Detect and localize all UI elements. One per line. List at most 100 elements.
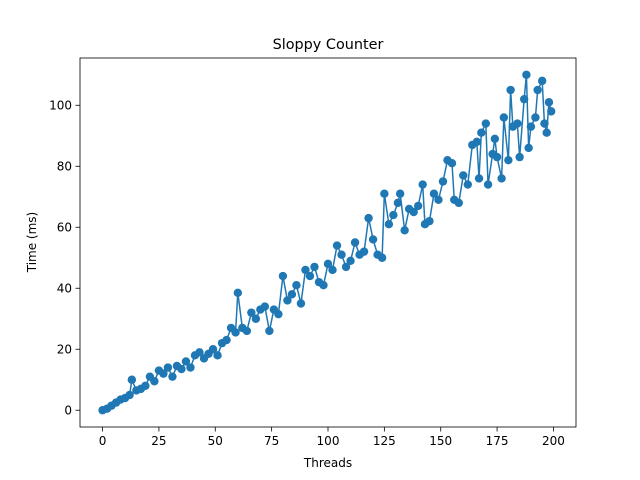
data-point — [377, 253, 387, 262]
data-point — [384, 220, 394, 229]
data-point — [278, 271, 288, 281]
chart-title: Sloppy Counter — [273, 37, 384, 53]
data-point — [319, 280, 328, 290]
axes: 0 25 50 75 100 125 150 175 200 0 20 40 60 80 100 — [49, 57, 577, 448]
data-point — [547, 107, 556, 116]
data-point — [292, 280, 301, 290]
x-tick-label: 50 — [208, 434, 223, 448]
data-point — [409, 207, 418, 217]
data-point — [400, 226, 409, 235]
data-point — [233, 288, 243, 298]
y-axis-label: Time (ms) — [25, 212, 39, 274]
data-point — [337, 250, 346, 259]
data-point — [454, 198, 463, 208]
data-point — [332, 241, 342, 250]
x-tick-label: 25 — [151, 434, 166, 448]
data-point — [274, 309, 283, 319]
plot-area — [98, 70, 556, 415]
data-point — [524, 143, 533, 153]
data-point — [260, 302, 270, 311]
data-point — [159, 369, 168, 378]
data-point — [251, 314, 261, 323]
data-point — [497, 174, 506, 183]
data-point — [490, 134, 500, 144]
x-tick-label: 100 — [317, 434, 340, 448]
data-point — [328, 265, 337, 275]
data-point — [515, 152, 524, 162]
data-point — [359, 247, 369, 256]
data-point — [141, 381, 150, 391]
data-point — [242, 326, 252, 336]
data-point — [346, 256, 355, 265]
data-point — [368, 235, 378, 244]
data-point — [213, 351, 222, 360]
data-point — [177, 364, 186, 374]
data-point — [474, 174, 484, 183]
data-point — [301, 265, 310, 275]
data-point — [531, 113, 540, 122]
data-point — [463, 180, 472, 189]
y-tick-label: 40 — [57, 282, 72, 296]
data-point — [163, 363, 173, 372]
data-point — [350, 238, 360, 247]
data-point — [127, 375, 137, 384]
data-point — [389, 210, 398, 220]
data-point — [537, 76, 547, 86]
data-point — [287, 290, 297, 299]
data-point — [447, 159, 457, 168]
data-point — [208, 345, 218, 354]
data-point — [231, 328, 240, 337]
data-point — [168, 372, 177, 381]
x-tick-label: 125 — [373, 434, 396, 448]
data-point — [393, 198, 403, 208]
data-point — [477, 128, 486, 137]
x-tick-label: 175 — [486, 434, 509, 448]
x-tick-label: 0 — [99, 434, 107, 448]
x-tick-label: 75 — [264, 434, 279, 448]
data-point — [540, 119, 549, 128]
data-point — [323, 259, 333, 269]
data-point — [519, 94, 529, 104]
data-point — [181, 357, 191, 366]
y-tick-label: 20 — [57, 343, 72, 357]
data-point — [265, 326, 274, 336]
y-tick-label: 60 — [57, 221, 72, 235]
data-point — [125, 390, 134, 400]
data-point — [305, 271, 315, 281]
data-point — [533, 85, 542, 95]
data-point — [472, 137, 481, 147]
data-point — [481, 119, 491, 128]
data-point — [413, 201, 423, 211]
x-tick-label: 200 — [542, 434, 565, 448]
data-point — [492, 152, 502, 162]
data-point — [429, 189, 439, 198]
data-point — [544, 98, 554, 107]
x-tick-label: 150 — [429, 434, 452, 448]
y-tick-label: 80 — [57, 160, 72, 174]
data-point — [522, 70, 531, 79]
data-point — [513, 119, 522, 128]
data-point — [434, 195, 443, 205]
data-point — [395, 189, 405, 198]
data-point — [283, 296, 292, 305]
data-point — [310, 262, 319, 272]
data-point — [483, 180, 493, 189]
data-point — [195, 348, 204, 357]
data-point — [364, 213, 373, 223]
y-tick-label: 100 — [49, 99, 72, 113]
data-point — [506, 85, 515, 95]
data-point — [296, 299, 306, 308]
data-point — [247, 308, 256, 317]
y-tick-label: 0 — [64, 404, 72, 418]
data-point — [380, 189, 389, 198]
data-point — [150, 377, 159, 386]
data-point — [526, 122, 536, 131]
data-point — [438, 177, 448, 186]
x-axis-label: Threads — [303, 456, 352, 470]
data-point — [504, 155, 513, 165]
data-point — [418, 180, 427, 189]
data-point — [186, 363, 195, 372]
data-point — [499, 113, 509, 122]
